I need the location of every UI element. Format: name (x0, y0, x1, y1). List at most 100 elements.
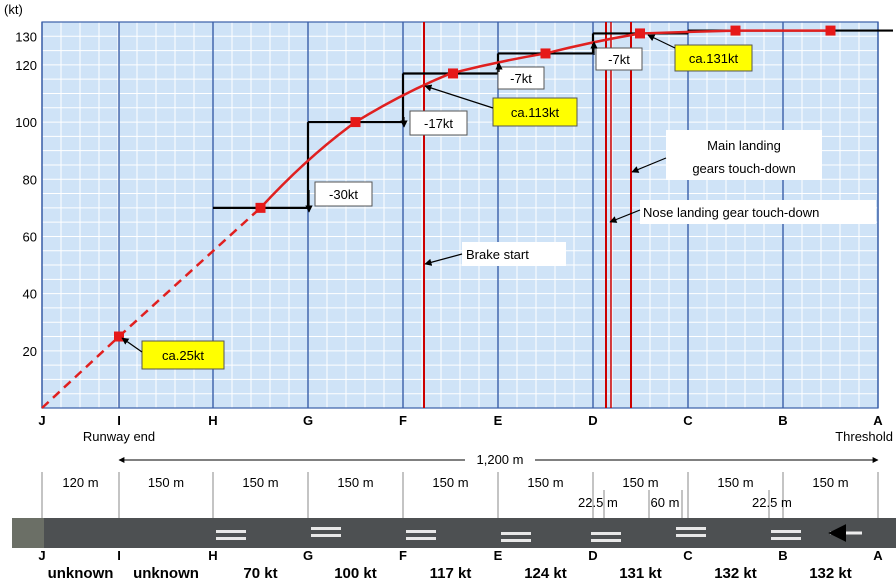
y-tick-label: 130 (15, 29, 37, 44)
callout-113: ca.113kt (511, 105, 560, 120)
runway-marking (501, 539, 531, 542)
runway-marking (216, 530, 246, 533)
runway-marking (501, 532, 531, 535)
callout-131: ca.131kt (689, 51, 739, 66)
segment-length-label: 150 m (337, 475, 373, 490)
segment-speed: 131 kt (619, 565, 662, 582)
segment-length-label: 150 m (432, 475, 468, 490)
station-letter: I (117, 413, 121, 428)
nose-gear-label-box (640, 200, 876, 224)
data-marker (730, 25, 741, 36)
station-letter: E (494, 413, 503, 428)
runway-marking (311, 527, 341, 530)
station-letter: B (778, 413, 787, 428)
station-letter: J (38, 413, 45, 428)
bottom-station-letter: J (38, 548, 45, 563)
step-label-4: -7kt (608, 52, 630, 67)
step-label-1: -30kt (329, 187, 358, 202)
brake-start-label: Brake start (466, 247, 529, 262)
segment-length-label: 150 m (717, 475, 753, 490)
y-tick-label: 80 (23, 172, 37, 187)
segment-speed: 124 kt (524, 565, 567, 582)
segment-length-label: 150 m (622, 475, 658, 490)
offset-unit-3: m (781, 495, 792, 510)
runway-marking (676, 527, 706, 530)
data-marker (448, 68, 458, 79)
total-distance-bg (465, 450, 535, 468)
bottom-station-letter: A (873, 548, 883, 563)
offset-label-3: 22.5 (752, 495, 777, 510)
runway-marking (406, 537, 436, 540)
station-letter: F (399, 413, 407, 428)
segment-speed: 70 kt (243, 565, 277, 582)
step-label-3: -7kt (510, 71, 532, 86)
annotation-arrow (647, 34, 676, 49)
data-marker (635, 28, 645, 39)
segment-length-label: 120 m (62, 475, 98, 490)
runway-strip (12, 518, 896, 548)
threshold-label: Threshold (835, 429, 893, 444)
y-tick-label: 60 (23, 229, 37, 244)
step-label-2: -17kt (424, 116, 453, 131)
data-marker (540, 48, 551, 59)
segment-speed: unknown (133, 565, 199, 582)
runway-marking (591, 532, 621, 535)
bottom-station-letter: B (778, 548, 787, 563)
annotation-arrow (121, 337, 143, 353)
nose-gear-label: Nose landing gear touch-down (643, 205, 819, 220)
data-marker (255, 202, 266, 213)
main-gear-label-2: gears touch-down (692, 161, 795, 176)
callout-25: ca.25kt (162, 348, 204, 363)
segment-speed: 100 kt (334, 565, 377, 582)
runway-overrun (12, 518, 44, 548)
segment-speed: 132 kt (809, 565, 852, 582)
total-distance-label: 1,200 m (477, 452, 524, 467)
station-letter: H (208, 413, 217, 428)
data-marker (825, 25, 836, 36)
runway-marking (676, 534, 706, 537)
offset-label-2: 60 m (651, 495, 680, 510)
bottom-station-letter: D (588, 548, 597, 563)
y-tick-label: 100 (15, 115, 37, 130)
bottom-station-letter: G (303, 548, 313, 563)
runway-end-label: Runway end (83, 429, 155, 444)
callout-131-box (674, 44, 753, 72)
segment-length-label: 150 m (812, 475, 848, 490)
station-letter: C (683, 413, 693, 428)
runway-marking (216, 537, 246, 540)
bottom-station-letter: E (494, 548, 503, 563)
station-letter: D (588, 413, 597, 428)
main-gear-label-box (666, 130, 822, 180)
segment-length-label: 150 m (527, 475, 563, 490)
y-tick-label: 20 (23, 344, 37, 359)
brake-label-box (462, 242, 566, 266)
main-gear-label-1: Main landing (707, 138, 781, 153)
y-unit-label: (kt) (4, 2, 23, 17)
segment-length-label: 150 m (148, 475, 184, 490)
y-tick-label: 40 (23, 287, 37, 302)
offset-label-1: 22.5 (578, 495, 603, 510)
station-letter: A (873, 413, 883, 428)
bottom-station-letter: C (683, 548, 693, 563)
y-tick-label: 120 (15, 58, 37, 73)
segment-speed: 117 kt (430, 565, 472, 582)
annotation-arrow (631, 157, 667, 173)
bottom-station-letter: I (117, 548, 121, 563)
offset-unit-1: m (607, 495, 618, 510)
callout-25-box (141, 340, 225, 370)
data-marker (114, 331, 124, 342)
step-label-4-box (595, 47, 643, 71)
annotation-arrow (424, 84, 494, 109)
segment-length-label: 150 m (242, 475, 278, 490)
segment-speed: unknown (48, 565, 114, 582)
segment-speed: 132 kt (714, 565, 757, 582)
runway-marking (406, 530, 436, 533)
step-label-2-box (409, 110, 468, 136)
runway-marking (311, 534, 341, 537)
plot-frame (41, 21, 879, 409)
bottom-station-letter: F (399, 548, 407, 563)
runway-marking (591, 539, 621, 542)
annotation-arrow (424, 253, 463, 266)
runway-marking (771, 530, 801, 533)
